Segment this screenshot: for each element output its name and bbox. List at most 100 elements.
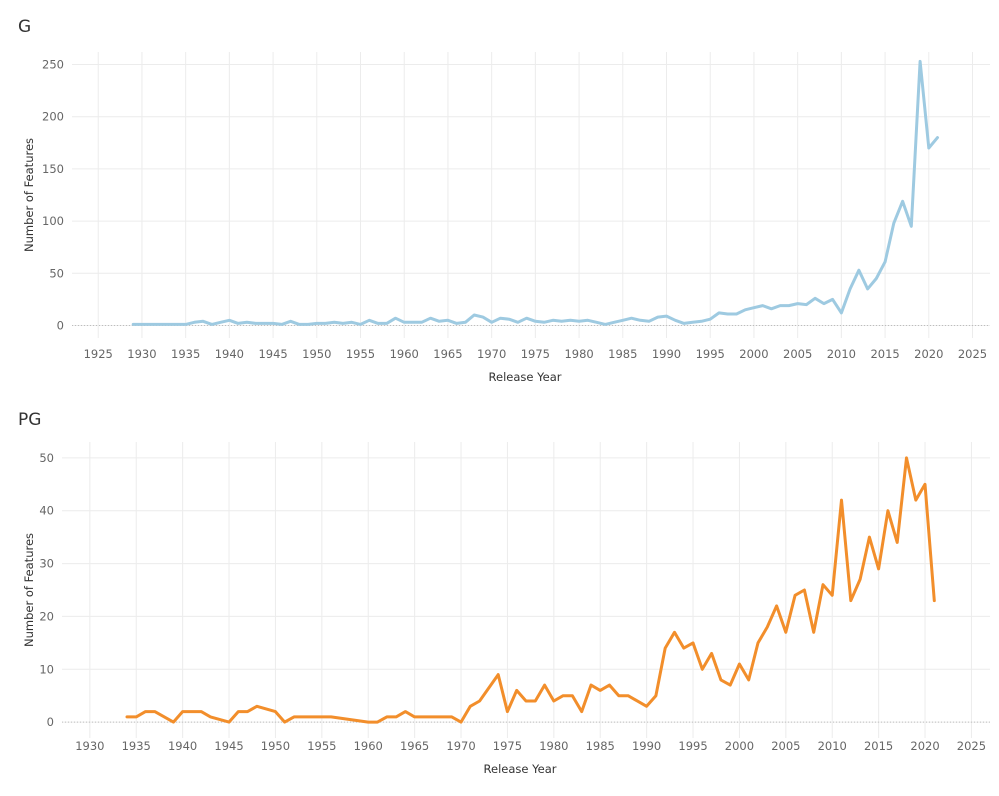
data-point[interactable]	[445, 318, 450, 323]
data-point[interactable]	[647, 319, 652, 324]
data-point[interactable]	[157, 322, 162, 327]
data-point[interactable]	[839, 498, 844, 503]
data-point[interactable]	[751, 305, 756, 310]
data-point[interactable]	[236, 321, 241, 326]
data-point[interactable]	[655, 315, 660, 320]
data-point[interactable]	[876, 566, 881, 571]
data-point[interactable]	[551, 699, 556, 704]
data-point[interactable]	[174, 322, 179, 327]
data-point[interactable]	[449, 714, 454, 719]
data-point[interactable]	[208, 714, 213, 719]
data-point[interactable]	[384, 321, 389, 326]
data-point[interactable]	[375, 720, 380, 725]
data-point[interactable]	[180, 709, 185, 714]
data-point[interactable]	[620, 318, 625, 323]
data-point[interactable]	[306, 322, 311, 327]
data-point[interactable]	[682, 321, 687, 326]
data-point[interactable]	[183, 322, 188, 327]
data-point[interactable]	[709, 651, 714, 656]
data-point[interactable]	[366, 720, 371, 725]
data-point[interactable]	[690, 320, 695, 325]
data-point[interactable]	[152, 709, 157, 714]
data-point[interactable]	[134, 714, 139, 719]
data-point[interactable]	[691, 640, 696, 645]
data-point[interactable]	[542, 320, 547, 325]
data-point[interactable]	[468, 704, 473, 709]
data-point[interactable]	[428, 316, 433, 321]
data-point[interactable]	[883, 259, 888, 264]
data-point[interactable]	[496, 672, 501, 677]
data-point[interactable]	[629, 316, 634, 321]
data-point[interactable]	[821, 301, 826, 306]
data-point[interactable]	[734, 311, 739, 316]
data-point[interactable]	[410, 320, 415, 325]
data-point[interactable]	[323, 321, 328, 326]
data-point[interactable]	[367, 318, 372, 323]
data-point[interactable]	[561, 693, 566, 698]
data-point[interactable]	[802, 588, 807, 593]
data-point[interactable]	[867, 535, 872, 540]
data-point[interactable]	[885, 508, 890, 513]
data-point[interactable]	[830, 297, 835, 302]
data-point[interactable]	[358, 322, 363, 327]
data-point[interactable]	[795, 301, 800, 306]
data-point[interactable]	[227, 720, 232, 725]
data-point[interactable]	[292, 714, 297, 719]
data-point[interactable]	[403, 709, 408, 714]
data-point[interactable]	[874, 276, 879, 281]
data-point[interactable]	[253, 321, 258, 326]
data-point[interactable]	[463, 320, 468, 325]
data-point[interactable]	[804, 302, 809, 307]
data-point[interactable]	[524, 699, 529, 704]
data-point[interactable]	[505, 709, 510, 714]
data-point[interactable]	[288, 319, 293, 324]
data-point[interactable]	[909, 224, 914, 229]
data-point[interactable]	[793, 593, 798, 598]
data-point[interactable]	[626, 693, 631, 698]
data-point[interactable]	[760, 303, 765, 308]
data-point[interactable]	[725, 311, 730, 316]
data-point[interactable]	[402, 320, 407, 325]
data-point[interactable]	[848, 286, 853, 291]
data-point[interactable]	[166, 322, 171, 327]
data-point[interactable]	[341, 321, 346, 326]
data-point[interactable]	[746, 677, 751, 682]
data-point[interactable]	[865, 286, 870, 291]
data-point[interactable]	[148, 322, 153, 327]
data-point[interactable]	[891, 221, 896, 226]
data-point[interactable]	[926, 146, 931, 151]
data-point[interactable]	[227, 318, 232, 323]
data-point[interactable]	[681, 646, 686, 651]
data-point[interactable]	[568, 318, 573, 323]
data-point[interactable]	[550, 318, 555, 323]
data-point[interactable]	[813, 296, 818, 301]
data-point[interactable]	[514, 688, 519, 693]
data-point[interactable]	[820, 582, 825, 587]
data-point[interactable]	[515, 320, 520, 325]
data-point[interactable]	[653, 693, 658, 698]
data-point[interactable]	[394, 714, 399, 719]
data-point[interactable]	[143, 709, 148, 714]
data-point[interactable]	[384, 714, 389, 719]
data-point[interactable]	[616, 693, 621, 698]
data-point[interactable]	[332, 320, 337, 325]
data-point[interactable]	[918, 59, 923, 64]
data-point[interactable]	[124, 714, 129, 719]
data-point[interactable]	[603, 322, 608, 327]
data-point[interactable]	[612, 320, 617, 325]
data-point[interactable]	[507, 317, 512, 322]
data-point[interactable]	[131, 322, 136, 327]
data-point[interactable]	[856, 268, 861, 273]
data-point[interactable]	[282, 720, 287, 725]
data-point[interactable]	[811, 630, 816, 635]
data-point[interactable]	[786, 303, 791, 308]
data-point[interactable]	[271, 321, 276, 326]
data-point[interactable]	[579, 709, 584, 714]
data-point[interactable]	[480, 315, 485, 320]
data-point[interactable]	[273, 709, 278, 714]
data-point[interactable]	[459, 720, 464, 725]
data-point[interactable]	[904, 455, 909, 460]
data-point[interactable]	[254, 704, 259, 709]
data-point[interactable]	[393, 316, 398, 321]
data-point[interactable]	[489, 320, 494, 325]
